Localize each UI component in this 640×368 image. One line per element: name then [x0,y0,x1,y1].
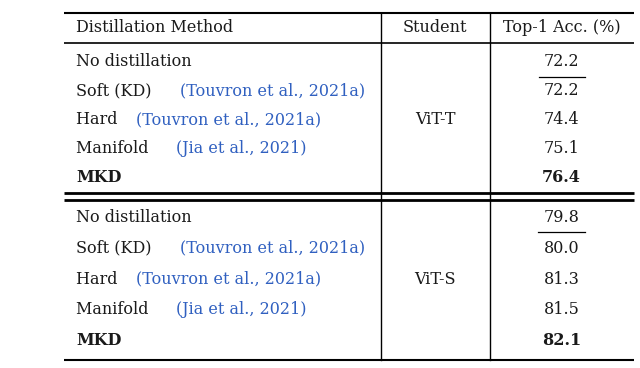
Text: Hard: Hard [76,270,123,287]
Text: 81.5: 81.5 [543,301,580,318]
Text: ViT-S: ViT-S [415,270,456,287]
Text: 74.4: 74.4 [544,111,579,128]
Text: Hard: Hard [76,111,123,128]
Text: 80.0: 80.0 [544,240,579,257]
Text: Soft (KD): Soft (KD) [76,240,157,257]
Text: MKD: MKD [76,332,122,349]
Text: MKD: MKD [76,169,122,186]
Text: Soft (KD): Soft (KD) [76,82,157,99]
Text: (Touvron et al., 2021a): (Touvron et al., 2021a) [136,270,321,287]
Text: Student: Student [403,20,467,36]
Text: (Jia et al., 2021): (Jia et al., 2021) [176,140,307,157]
Text: 72.2: 72.2 [544,82,579,99]
Text: Top-1 Acc. (%): Top-1 Acc. (%) [503,20,620,36]
Text: 79.8: 79.8 [543,209,580,226]
Text: 81.3: 81.3 [543,270,580,287]
Text: 75.1: 75.1 [543,140,580,157]
Text: Distillation Method: Distillation Method [76,20,233,36]
Text: 82.1: 82.1 [542,332,581,349]
Text: No distillation: No distillation [76,209,191,226]
Text: Manifold: Manifold [76,140,154,157]
Text: ViT-T: ViT-T [415,111,456,128]
Text: (Touvron et al., 2021a): (Touvron et al., 2021a) [180,82,365,99]
Text: (Touvron et al., 2021a): (Touvron et al., 2021a) [136,111,321,128]
Text: Manifold: Manifold [76,301,154,318]
Text: 76.4: 76.4 [542,169,581,186]
Text: 72.2: 72.2 [544,53,579,70]
Text: No distillation: No distillation [76,53,191,70]
Text: (Jia et al., 2021): (Jia et al., 2021) [176,301,307,318]
Text: (Touvron et al., 2021a): (Touvron et al., 2021a) [180,240,365,257]
